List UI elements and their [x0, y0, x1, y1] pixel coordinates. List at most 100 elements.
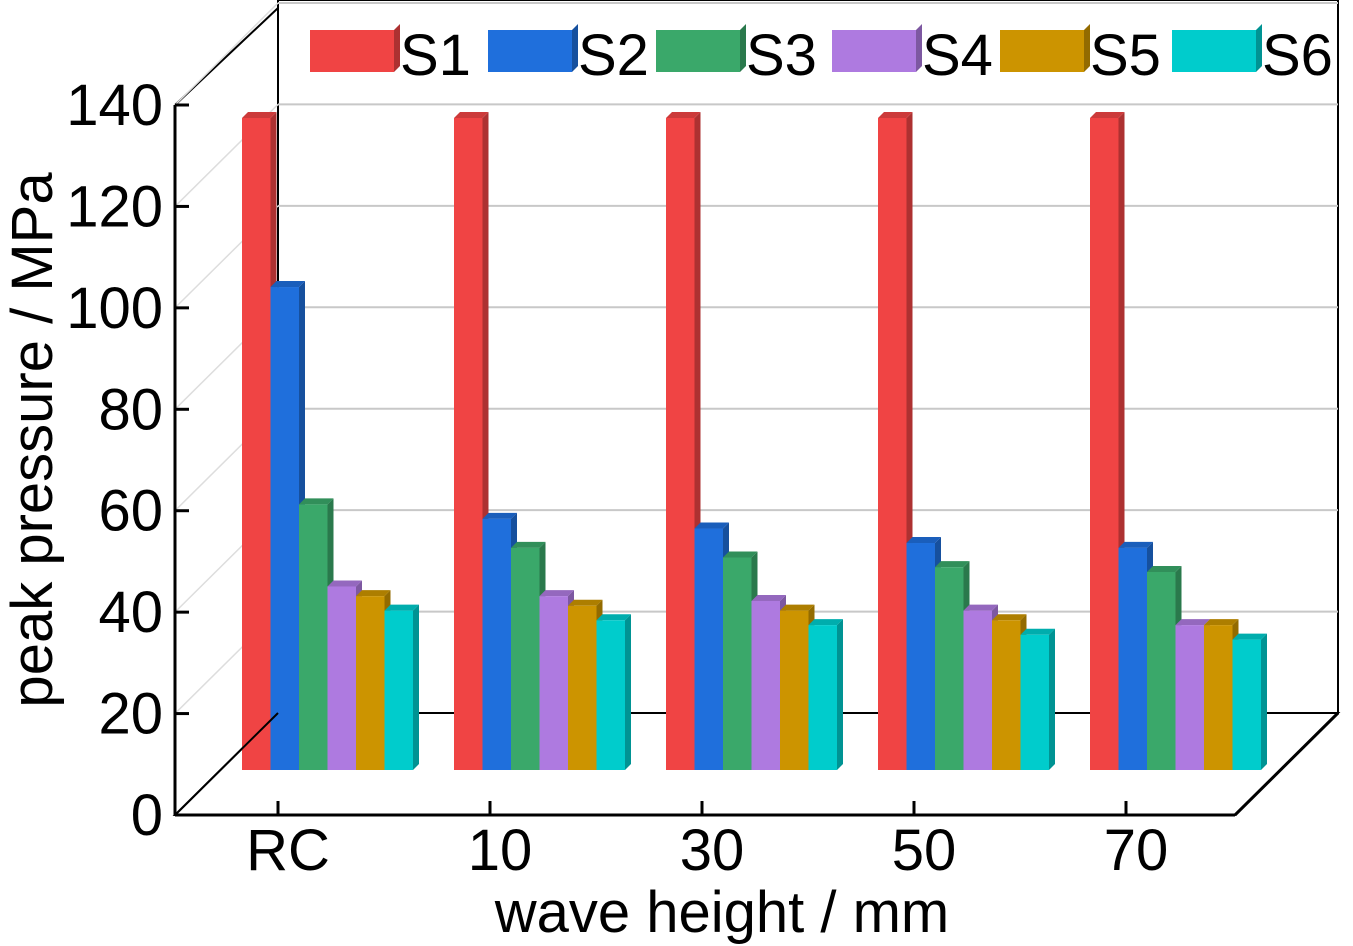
legend-label: S5	[1090, 23, 1161, 88]
legend-swatch	[832, 30, 916, 72]
bar-top	[511, 541, 546, 548]
legend-swatch-side	[916, 24, 922, 72]
bar-front	[878, 118, 907, 770]
bar-top	[1090, 112, 1125, 118]
legend-swatch	[1172, 30, 1256, 72]
legend-label: S4	[922, 23, 993, 88]
bar-top	[596, 614, 631, 621]
bar-top	[1175, 619, 1210, 626]
bar-S6-RC	[384, 604, 419, 770]
legend-item-S4: S4	[832, 23, 993, 88]
floor-edge	[1233, 711, 1340, 817]
y-tick-label: 100	[66, 276, 163, 341]
bar-front	[539, 596, 568, 770]
bar-front	[482, 518, 511, 770]
bar-front	[568, 605, 597, 770]
bar-top	[963, 604, 998, 611]
bar-top	[1020, 628, 1055, 635]
y-tick-label: 20	[98, 682, 163, 747]
bar-front	[780, 610, 809, 770]
y-tick-label: 60	[98, 479, 163, 544]
bar-S6-70	[1232, 633, 1267, 770]
bar-S3-RC	[299, 498, 334, 770]
x-tick-label: RC	[246, 818, 330, 883]
y-axis-title: peak pressure / MPa	[0, 172, 65, 708]
bar-side	[837, 619, 843, 770]
bar-top	[666, 112, 701, 118]
bar-top	[992, 614, 1027, 621]
bar-top	[751, 594, 786, 601]
floor-left-edge	[174, 712, 279, 816]
bar-front	[723, 557, 752, 770]
bar-top	[1147, 565, 1182, 572]
bars	[242, 112, 1267, 770]
bar-S6-10	[596, 614, 631, 770]
bar-front	[694, 528, 723, 770]
bar-front	[1118, 547, 1147, 770]
bar-side	[625, 614, 631, 770]
legend-label: S6	[1262, 23, 1333, 88]
bar-side	[1049, 628, 1055, 770]
bar-top	[878, 112, 913, 118]
side-gridline	[174, 2, 279, 106]
bar-top	[356, 590, 391, 597]
axes	[173, 105, 1340, 817]
bar-S4-70	[1175, 619, 1210, 770]
bar-front	[511, 547, 540, 770]
bar-side	[1261, 633, 1267, 770]
bar-front	[906, 543, 935, 770]
bar-top	[384, 604, 419, 611]
y-tick-label: 40	[98, 580, 163, 645]
legend-item-S5: S5	[1000, 23, 1161, 88]
legend-swatch	[656, 30, 740, 72]
bar-top	[242, 112, 277, 118]
legend-item-S6: S6	[1172, 23, 1333, 88]
bar-front	[1232, 639, 1261, 770]
bar-top	[327, 580, 362, 587]
bar-top	[1232, 633, 1267, 640]
legend-swatch-side	[394, 24, 400, 72]
legend-item-S3: S3	[656, 23, 817, 88]
legend-item-S2: S2	[488, 23, 649, 88]
legend-swatch-side	[1084, 24, 1090, 72]
legend: S1 S2 S3 S4 S5 S6	[310, 23, 1333, 88]
bar-S4-50	[963, 604, 998, 770]
bar-front	[992, 620, 1021, 770]
x-tick-labels: RC 10 30 50 70	[246, 801, 1168, 883]
legend-label: S3	[746, 23, 817, 88]
bar-front	[751, 600, 780, 770]
bar-front	[666, 118, 695, 770]
y-tick-label: 140	[66, 73, 163, 138]
legend-label: S1	[400, 23, 471, 88]
bar-front	[1020, 634, 1049, 770]
x-tick-label: 10	[468, 818, 533, 883]
bar-front	[1090, 118, 1119, 770]
bar-front	[1147, 571, 1176, 770]
legend-swatch-side	[572, 24, 578, 72]
legend-swatch	[310, 30, 394, 72]
bar-front	[1204, 625, 1233, 770]
y-tick-label: 120	[66, 174, 163, 239]
bar-top	[482, 512, 517, 519]
bar-front	[596, 620, 625, 770]
x-axis-title: wave height / mm	[494, 880, 950, 945]
bar-side	[413, 604, 419, 770]
bar-front	[356, 596, 385, 770]
bar-top	[935, 561, 970, 568]
x-tick-label: 70	[1104, 818, 1169, 883]
bar-front	[963, 610, 992, 770]
x-tick-label: 30	[680, 818, 745, 883]
bar-top	[299, 498, 334, 505]
bar-front	[270, 287, 299, 770]
bar-front	[384, 610, 413, 770]
bar-front	[454, 118, 483, 770]
y-tick-label: 80	[98, 377, 163, 442]
bar-top	[780, 604, 815, 611]
bar-front	[808, 625, 837, 770]
bar-top	[454, 112, 489, 118]
bar-top	[808, 619, 843, 626]
bar-top	[1204, 619, 1239, 626]
bar-front	[327, 586, 356, 770]
bar-S6-50	[1020, 628, 1055, 770]
